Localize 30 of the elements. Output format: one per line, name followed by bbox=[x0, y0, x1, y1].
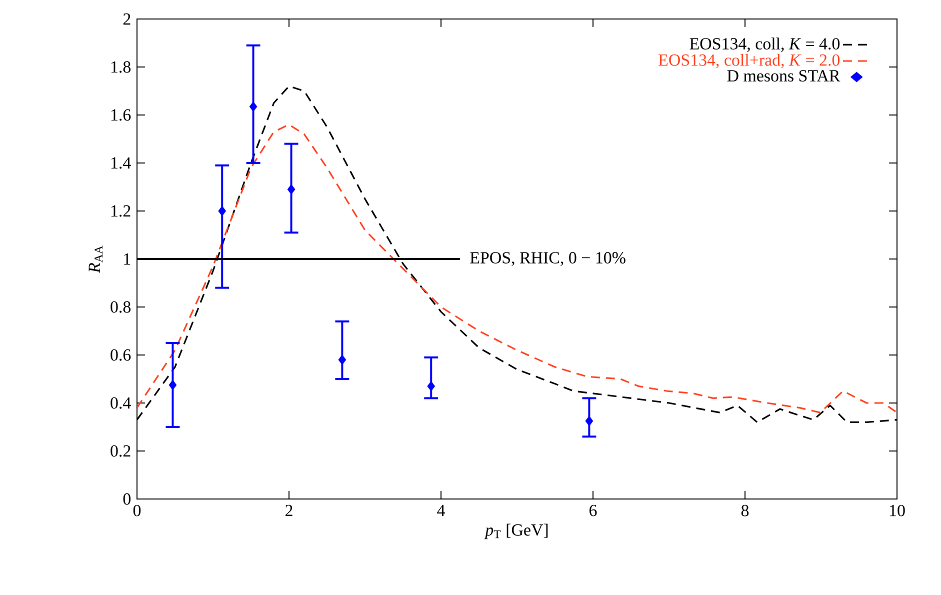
y-tick-label: 1.2 bbox=[111, 205, 130, 217]
y-tick-label: 1.4 bbox=[111, 157, 131, 169]
legend-label: EOS134, coll, K = 4.0 bbox=[690, 38, 840, 52]
point bbox=[585, 416, 594, 426]
y-tick-label: 0.6 bbox=[110, 349, 131, 361]
x-tick-label: 4 bbox=[437, 504, 445, 516]
y-tick-label: 1 bbox=[124, 253, 130, 265]
y-tick-label: 1.6 bbox=[111, 109, 131, 121]
y-tick-label: 1.8 bbox=[111, 61, 131, 73]
legend-label: D mesons STAR bbox=[727, 70, 840, 82]
point bbox=[249, 101, 258, 112]
y-tick-label: 0.4 bbox=[110, 397, 131, 409]
y-axis-title: R$_{AA}$ bbox=[88, 246, 102, 274]
point bbox=[338, 354, 346, 365]
annotation: EPOS, RHIC, 0 − 10% bbox=[470, 252, 626, 266]
y-tick-label: 0.2 bbox=[110, 445, 130, 457]
x-tick-label: 8 bbox=[741, 504, 749, 516]
point bbox=[427, 381, 436, 392]
x-tick-label: 6 bbox=[590, 504, 597, 516]
y-tick-label: 0 bbox=[123, 493, 131, 505]
y-tick-label: 2 bbox=[123, 13, 130, 25]
x-tick-label: 0 bbox=[133, 504, 141, 516]
x-axis-title: p$_{T}$ [GeV] bbox=[484, 524, 548, 540]
x-tick-label: 2 bbox=[286, 504, 292, 516]
point bbox=[168, 380, 177, 390]
point bbox=[287, 184, 296, 195]
y-tick-label: 0.8 bbox=[110, 301, 131, 313]
point bbox=[218, 206, 226, 216]
legend-label: EOS134, coll+rad, K = 2.0 bbox=[658, 54, 840, 68]
x-tick-label: 10 bbox=[890, 504, 905, 516]
